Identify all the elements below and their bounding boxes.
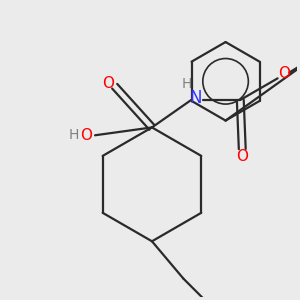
Text: O: O bbox=[102, 76, 114, 91]
Text: O: O bbox=[278, 66, 290, 81]
Text: O: O bbox=[236, 149, 248, 164]
Text: H: H bbox=[68, 128, 79, 142]
Text: H: H bbox=[181, 77, 191, 91]
Text: N: N bbox=[189, 89, 201, 107]
Text: O: O bbox=[80, 128, 92, 143]
